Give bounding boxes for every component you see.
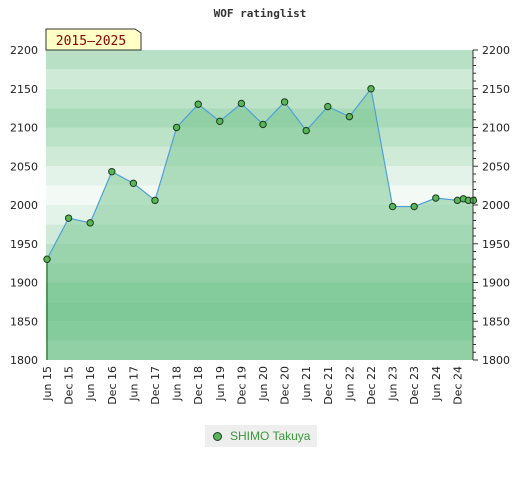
y-tick-label-right: 2050 [482, 160, 510, 173]
x-tick-label: Dec 19 [235, 366, 248, 405]
x-tick-label: Dec 22 [365, 366, 378, 405]
y-tick-label-left: 2200 [10, 44, 38, 57]
data-point [64, 214, 73, 222]
legend: SHIMO Takuya [205, 425, 317, 447]
data-point [453, 196, 462, 205]
data-point [280, 98, 289, 106]
series-area [47, 88, 474, 360]
y-tick-label-right: 2000 [482, 199, 510, 212]
legend-marker-icon [213, 431, 222, 441]
x-tick-label: Dec 16 [106, 366, 119, 405]
y-tick-label-right: 2200 [482, 44, 510, 57]
data-point [216, 117, 224, 126]
data-point [302, 126, 310, 135]
y-tick-label-right: 1850 [482, 315, 510, 328]
y-tick-label-left: 2150 [10, 83, 38, 96]
x-tick-label: Dec 18 [192, 366, 205, 405]
x-tick-label: Dec 17 [149, 366, 162, 405]
period-badge: 2015–2025 [45, 28, 142, 51]
x-tick-label: Jun 21 [300, 366, 313, 402]
y-tick-label-right: 2150 [482, 83, 510, 96]
x-tick-label: Jun 16 [84, 366, 97, 402]
y-tick-label-left: 1800 [10, 354, 38, 367]
data-point [345, 112, 354, 121]
data-point [237, 99, 246, 108]
legend-series-label: SHIMO Takuya [230, 429, 311, 443]
data-point [43, 255, 51, 263]
x-tick-label: Jun 24 [430, 366, 443, 402]
x-tick-label: Dec 21 [322, 366, 335, 405]
x-tick-label: Jun 18 [171, 366, 184, 402]
y-tick-label-right: 2100 [482, 122, 510, 135]
background-band [46, 88, 473, 109]
data-point [129, 179, 138, 188]
data-point [432, 194, 440, 202]
data-point [324, 102, 332, 111]
x-tick-label: Dec 15 [63, 366, 76, 405]
y-tick-label-left: 1900 [10, 277, 38, 290]
x-tick-label: Dec 24 [451, 366, 464, 405]
data-point [86, 219, 94, 227]
x-tick-label: Jun 20 [257, 366, 270, 402]
y-tick-label-right: 1800 [482, 354, 510, 367]
x-tick-label: Jun 23 [387, 366, 400, 402]
data-point [259, 120, 267, 129]
background-band [46, 69, 473, 89]
data-point [151, 196, 159, 205]
data-point [194, 100, 202, 108]
y-tick-label-left: 2100 [10, 122, 38, 135]
y-tick-label-left: 2050 [10, 160, 38, 173]
data-point [410, 202, 418, 211]
x-tick-label: Jun 17 [127, 366, 140, 402]
y-tick-label-right: 1900 [482, 277, 510, 290]
x-tick-label: Dec 20 [279, 366, 292, 405]
x-tick-label: Jun 15 [41, 366, 54, 402]
y-tick-label-left: 2000 [10, 199, 38, 212]
period-badge-text: 2015–2025 [56, 34, 126, 49]
y-tick-label-left: 1950 [10, 238, 38, 251]
data-point [108, 167, 116, 176]
data-point [388, 202, 397, 211]
y-tick-label-left: 1850 [10, 315, 38, 328]
data-point [367, 85, 375, 93]
x-tick-label: Jun 22 [343, 366, 356, 402]
y-tick-label-right: 1950 [482, 238, 510, 251]
x-tick-label: Jun 19 [214, 366, 227, 402]
x-tick-label: Dec 23 [408, 366, 421, 405]
background-band [46, 50, 473, 70]
data-point [172, 123, 181, 132]
chart-title: WOF ratinglist [214, 7, 307, 20]
